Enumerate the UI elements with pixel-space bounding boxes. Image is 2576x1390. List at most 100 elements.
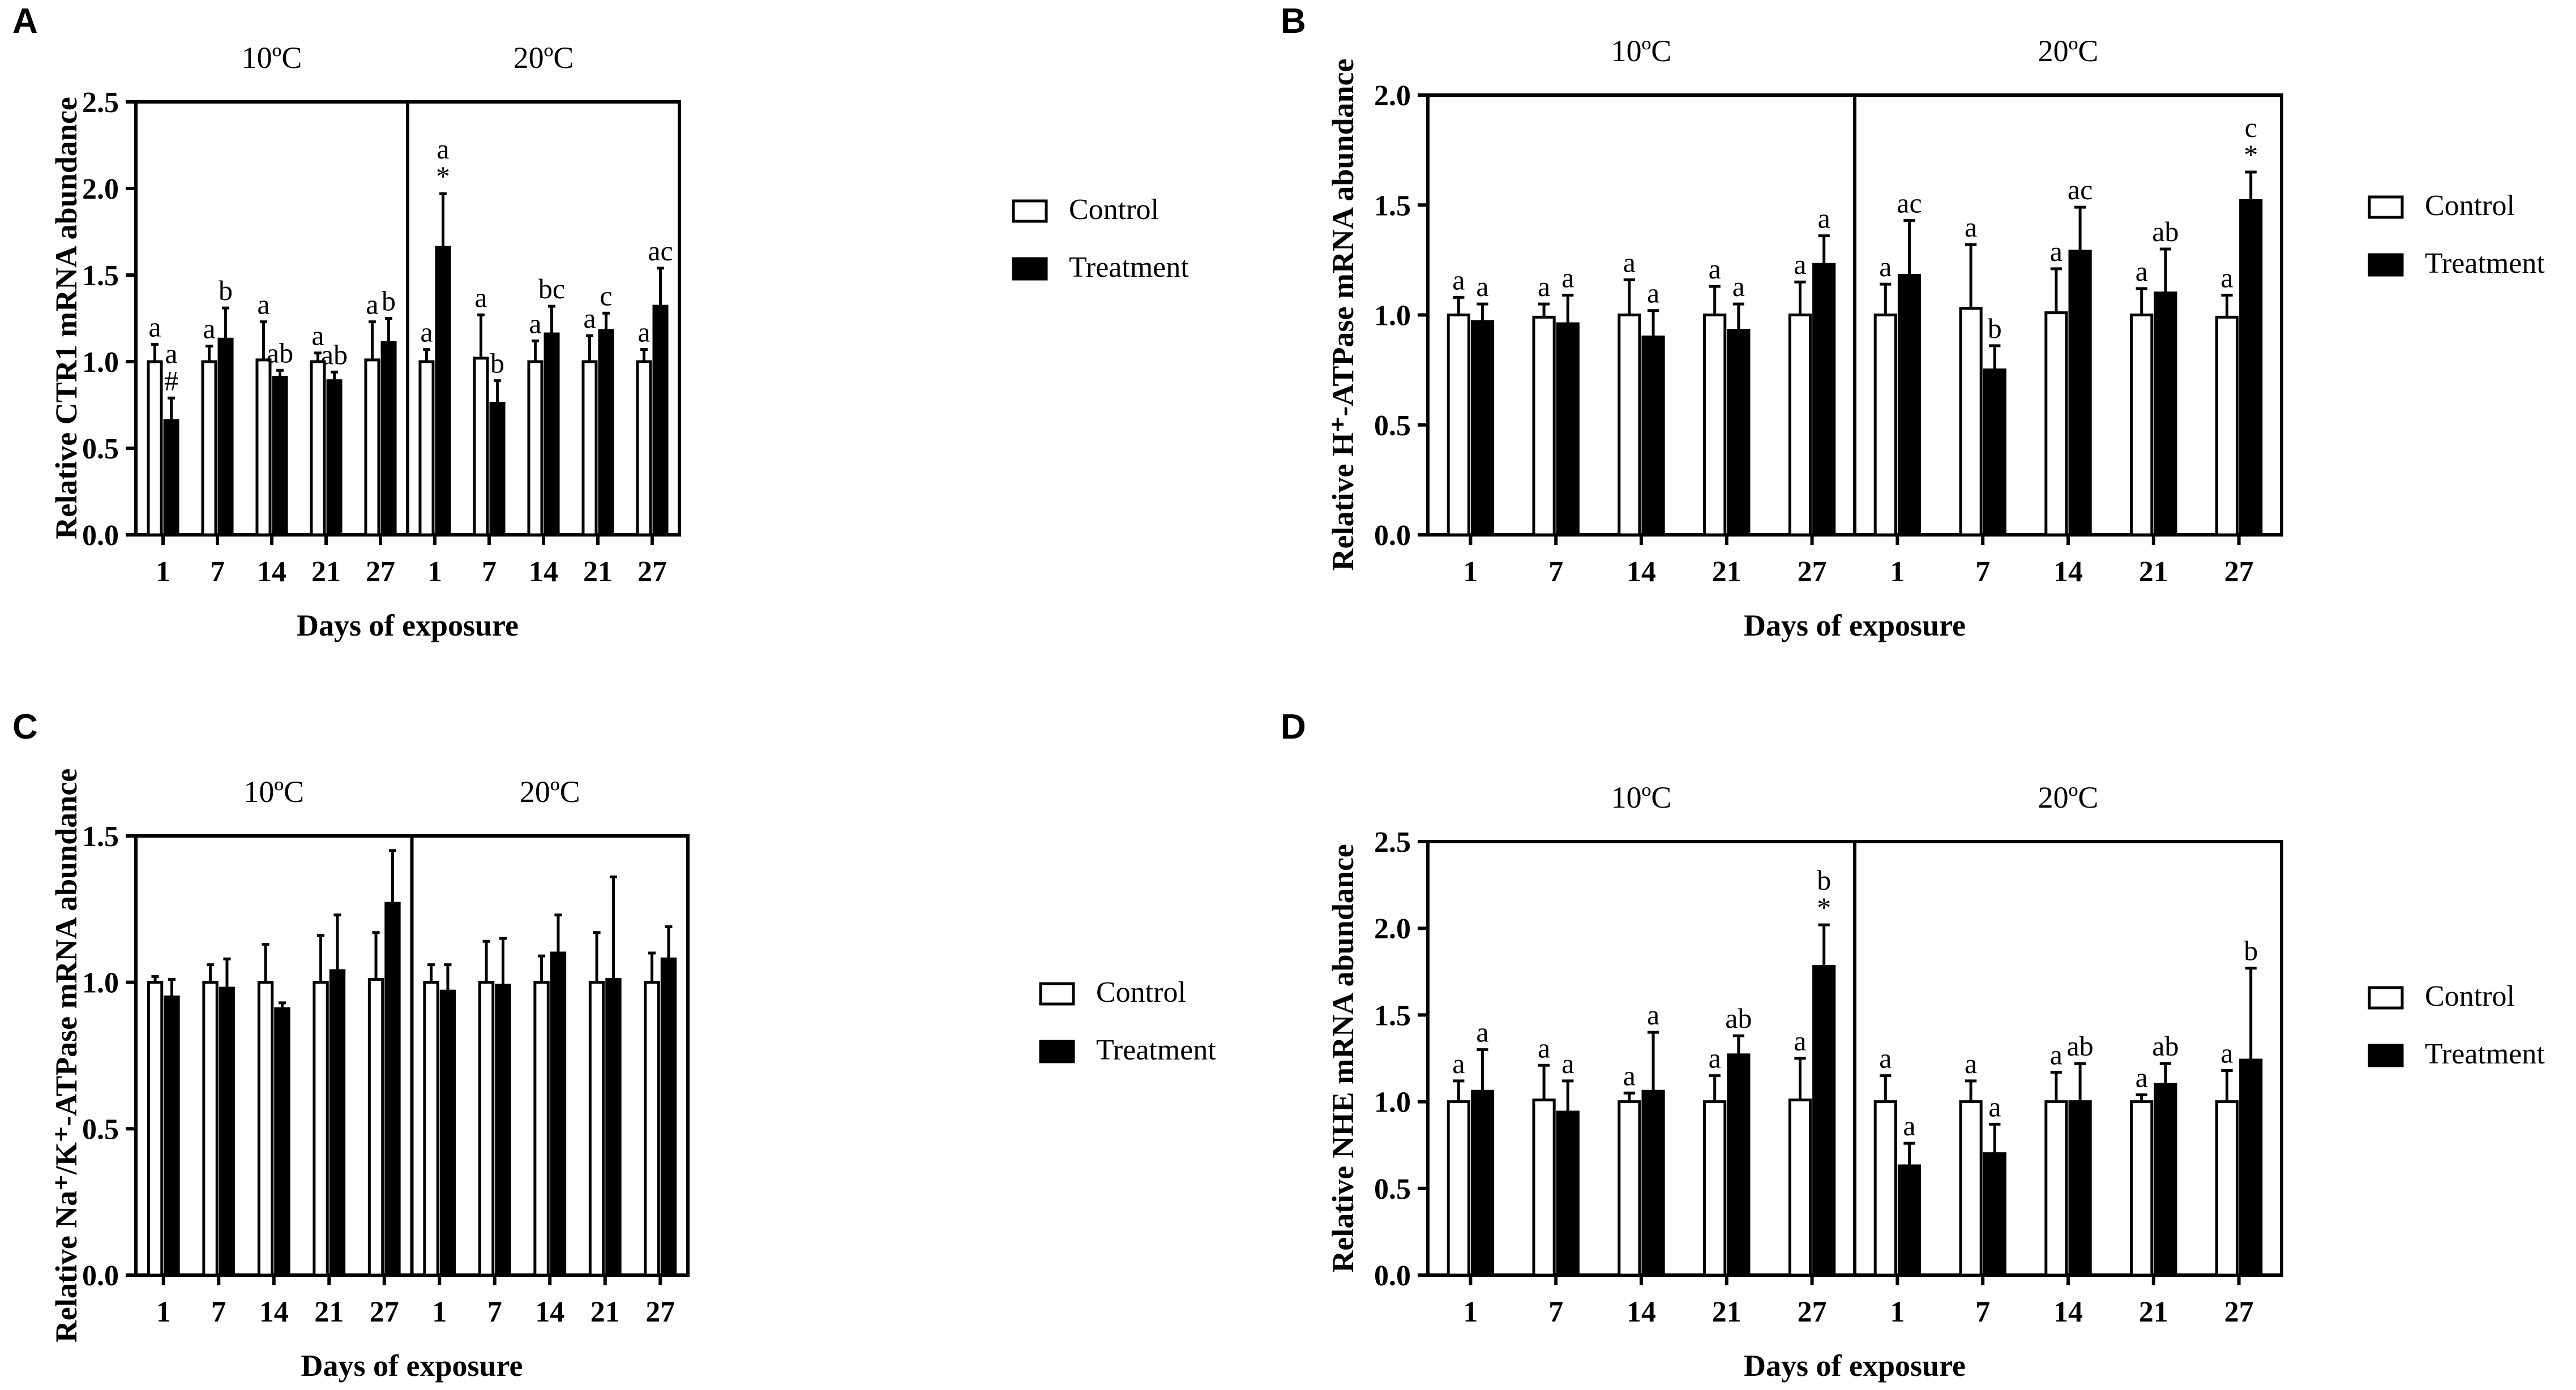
significance-label: b xyxy=(1988,312,2002,344)
legend-label-control: Control xyxy=(1069,194,1159,226)
x-tick-label: 14 xyxy=(1627,556,1656,588)
x-axis-label: Days of exposure xyxy=(301,1349,523,1383)
significance-label: a xyxy=(1965,211,1977,243)
bar-control xyxy=(2215,315,2239,537)
y-tick-label: 2.5 xyxy=(1374,826,1411,859)
panel-letter: D xyxy=(1281,707,1306,747)
bar-treatment xyxy=(598,329,614,537)
x-tick-label: 21 xyxy=(2139,556,2168,588)
bar-control xyxy=(1618,1100,1641,1277)
bar-treatment xyxy=(1470,320,1495,537)
significance-label: a xyxy=(1709,1042,1721,1074)
legend-swatch-control xyxy=(1039,982,1075,1006)
bar-control xyxy=(147,981,164,1277)
bar-treatment xyxy=(2154,291,2177,537)
bar-control xyxy=(478,981,495,1277)
significance-label: a xyxy=(2136,1061,2148,1093)
significance-label: a xyxy=(311,320,324,351)
significance-label: a xyxy=(1538,271,1550,302)
bar-treatment xyxy=(489,401,506,537)
y-tick-label: 0.0 xyxy=(82,520,119,552)
x-tick-label: 1 xyxy=(1463,1296,1478,1328)
bar-control xyxy=(1873,1100,1897,1277)
significance-label: ac xyxy=(648,235,673,267)
significance-label: ab xyxy=(321,338,348,370)
x-tick-label: 21 xyxy=(314,1296,344,1328)
significance-label: a xyxy=(1879,251,1892,282)
bar-control xyxy=(310,360,326,537)
bar-treatment xyxy=(1812,965,1836,1277)
bar-treatment xyxy=(272,376,288,537)
bar-control xyxy=(533,981,550,1277)
bar-control xyxy=(201,360,217,537)
significance-label: a xyxy=(1452,264,1465,295)
x-tick-label: 1 xyxy=(427,556,442,588)
significance-label: ab xyxy=(2152,216,2179,247)
significance-label: ab xyxy=(2152,1030,2179,1062)
x-tick-label: 7 xyxy=(487,1296,502,1328)
x-tick-label: 14 xyxy=(2053,556,2083,588)
significance-label: a xyxy=(1561,1048,1574,1079)
x-tick-label: 1 xyxy=(1890,556,1905,588)
x-tick-label: 7 xyxy=(1975,1296,1990,1328)
legend-swatch-treatment xyxy=(2368,253,2404,277)
x-tick-label: 27 xyxy=(645,1296,675,1328)
bar-control xyxy=(364,358,380,537)
bar-treatment xyxy=(217,337,234,537)
legend-label-treatment: Treatment xyxy=(1096,1034,1216,1066)
x-tick-label: 27 xyxy=(2224,1296,2254,1328)
bar-control xyxy=(588,981,605,1277)
significance-label: a xyxy=(1709,253,1721,285)
y-tick-label: 0.5 xyxy=(82,1113,119,1146)
significance-label: ac xyxy=(2068,174,2093,205)
bar-treatment xyxy=(1983,368,2006,537)
significance-label: a xyxy=(1965,1048,1977,1079)
significance-label: a xyxy=(1879,1042,1892,1074)
bar-control xyxy=(2215,1100,2239,1277)
legend-label-control: Control xyxy=(2425,980,2515,1013)
significance-label: a xyxy=(1561,262,1574,294)
y-tick-label: 1.0 xyxy=(1374,300,1411,332)
x-tick-label: 1 xyxy=(156,556,170,588)
bar-control xyxy=(1703,1100,1727,1277)
y-tick-label: 0.0 xyxy=(1374,1260,1411,1292)
bar-treatment xyxy=(1983,1152,2006,1277)
significance-label: a xyxy=(1732,271,1745,302)
x-tick-label: 21 xyxy=(311,556,341,588)
bar-treatment xyxy=(1556,1110,1580,1277)
bar-control xyxy=(1532,1099,1556,1277)
bar-control xyxy=(1788,314,1812,537)
bar-control xyxy=(2130,1100,2154,1277)
y-tick-label: 1.0 xyxy=(82,967,119,999)
y-axis-label: Relative H⁺-ATPase mRNA abundance xyxy=(1326,59,1360,571)
bar-treatment xyxy=(550,951,567,1277)
bar-treatment xyxy=(660,957,677,1277)
significance-label: b xyxy=(2244,935,2258,967)
y-tick-label: 0.0 xyxy=(82,1260,119,1292)
x-tick-label: 21 xyxy=(1712,1296,1741,1328)
bar-treatment xyxy=(652,304,669,537)
significance-label: a xyxy=(2050,1039,2062,1071)
significance-label: a xyxy=(1476,1016,1488,1048)
bar-treatment xyxy=(326,379,343,537)
significance-label: ab xyxy=(267,337,293,368)
significance-label: # xyxy=(164,364,178,396)
x-tick-label: 21 xyxy=(2139,1296,2168,1328)
significance-label: b xyxy=(219,274,233,306)
x-tick-label: 27 xyxy=(366,556,395,588)
panel-letter: C xyxy=(12,707,38,747)
y-tick-label: 2.0 xyxy=(1374,913,1411,945)
group-label: 10ºC xyxy=(242,41,302,75)
bar-treatment xyxy=(163,419,179,537)
x-tick-label: 7 xyxy=(210,556,225,588)
significance-label: a xyxy=(2220,1037,2233,1069)
bar-control xyxy=(581,360,598,537)
bar-control xyxy=(418,360,435,537)
x-tick-label: 1 xyxy=(1890,1296,1905,1328)
bar-control xyxy=(2130,314,2154,537)
bar-control xyxy=(255,358,272,537)
bar-treatment xyxy=(1812,263,1836,537)
x-tick-label: 14 xyxy=(1627,1296,1656,1328)
significance-label: a xyxy=(1647,277,1659,309)
